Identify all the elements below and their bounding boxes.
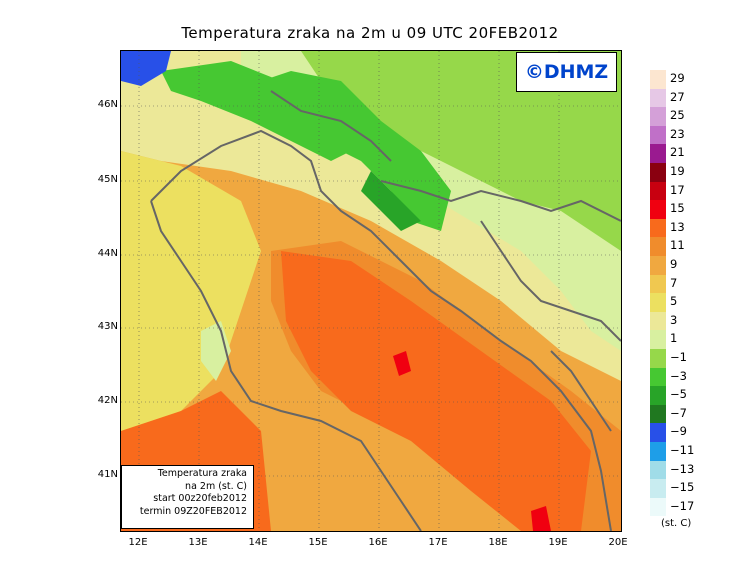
legend-label: 7 [670, 275, 678, 290]
legend-swatch [650, 218, 666, 238]
legend-label: 19 [670, 164, 685, 178]
legend-swatch [650, 311, 666, 331]
legend-units: (st. C) [661, 518, 692, 529]
info-line-4: termin 09Z20FEB2012 [139, 505, 247, 517]
legend-label: −17 [670, 498, 695, 513]
legend-swatch [650, 460, 666, 480]
legend-label: 9 [670, 257, 678, 271]
legend-label: 29 [670, 71, 685, 85]
legend-label: −15 [670, 480, 695, 495]
lon-label-16: 16E [368, 537, 388, 548]
lat-label-45: 45N [97, 174, 118, 185]
info-line-1: Temperatura zraka [157, 468, 247, 479]
legend-label: −13 [670, 461, 695, 476]
lat-label-46: 46N [97, 99, 118, 110]
field-zone-15 [393, 351, 411, 376]
legend-swatch [650, 107, 666, 126]
legend-swatch [650, 237, 666, 256]
legend-swatch [650, 423, 666, 442]
lat-label-44: 44N [97, 248, 118, 259]
legend-label: −7 [670, 405, 687, 420]
field-zone-13 [281, 251, 591, 531]
legend-label: 21 [670, 145, 685, 160]
lon-label-12: 12E [128, 537, 148, 548]
legend-label: −3 [670, 368, 687, 383]
legend-label: 25 [670, 108, 685, 123]
lon-label-18: 18E [488, 537, 508, 548]
lat-label-41: 41N [97, 469, 118, 480]
temperature-field [121, 51, 621, 531]
legend-label: 17 [670, 182, 685, 197]
legend-label: −11 [670, 443, 695, 457]
legend-swatch [650, 349, 666, 368]
field-zone-15-south [531, 506, 551, 531]
legend-swatch [650, 256, 666, 275]
legend-swatch [650, 293, 666, 312]
legend-label: 13 [670, 219, 685, 234]
coastlines [150, 90, 621, 531]
map-title: Temperatura zraka na 2m u 09 UTC 20FEB20… [181, 24, 559, 42]
legend-label: 15 [670, 201, 685, 216]
field-zone-1-streak [201, 321, 231, 381]
lon-label-17: 17E [428, 537, 448, 548]
legend-swatch [650, 144, 666, 163]
legend-label: 3 [670, 312, 678, 327]
dhmz-logo: ©DHMZ [516, 52, 617, 92]
legend-swatch [650, 442, 666, 461]
legend-swatch [650, 274, 666, 294]
field-zone-5 [121, 151, 261, 431]
lon-label-20: 20E [608, 537, 628, 548]
legend-swatch [650, 386, 666, 405]
field-zone-minus1 [301, 51, 621, 251]
field-zone-minus5 [361, 171, 421, 231]
legend-swatch [650, 125, 666, 145]
legend-swatch [650, 497, 666, 517]
lon-label-14: 14E [248, 537, 268, 548]
lon-label-15: 15E [308, 537, 328, 548]
legend-label: 27 [670, 89, 685, 104]
lon-label-13: 13E [188, 537, 208, 548]
temperature-map [120, 50, 622, 532]
legend-swatch [650, 479, 666, 498]
legend-swatch [650, 367, 666, 387]
legend-swatch [650, 330, 666, 349]
legend-swatch [650, 404, 666, 424]
legend-swatch [650, 200, 666, 219]
legend-label: −9 [670, 424, 687, 439]
lat-label-43: 43N [97, 321, 118, 332]
legend-label: −1 [670, 350, 687, 364]
legend-swatch [650, 163, 666, 182]
legend-label: −5 [670, 387, 687, 402]
info-line-2: na 2m (st. C) [185, 480, 247, 492]
info-box: Temperatura zraka na 2m (st. C) start 00… [121, 465, 254, 529]
graticule [121, 51, 621, 531]
info-line-3: start 00z20feb2012 [153, 493, 247, 504]
lon-label-19: 19E [548, 537, 568, 548]
legend-swatch [650, 181, 666, 201]
legend-label: 23 [670, 126, 685, 141]
legend-swatch [650, 88, 666, 108]
field-zone-minus9 [121, 51, 171, 86]
legend-label: 11 [670, 238, 685, 253]
legend-swatch [650, 70, 666, 89]
field-zone-minus3-north [161, 61, 351, 161]
legend-label: 5 [670, 294, 678, 309]
lat-label-42: 42N [97, 395, 118, 406]
legend-label: 1 [670, 331, 678, 346]
